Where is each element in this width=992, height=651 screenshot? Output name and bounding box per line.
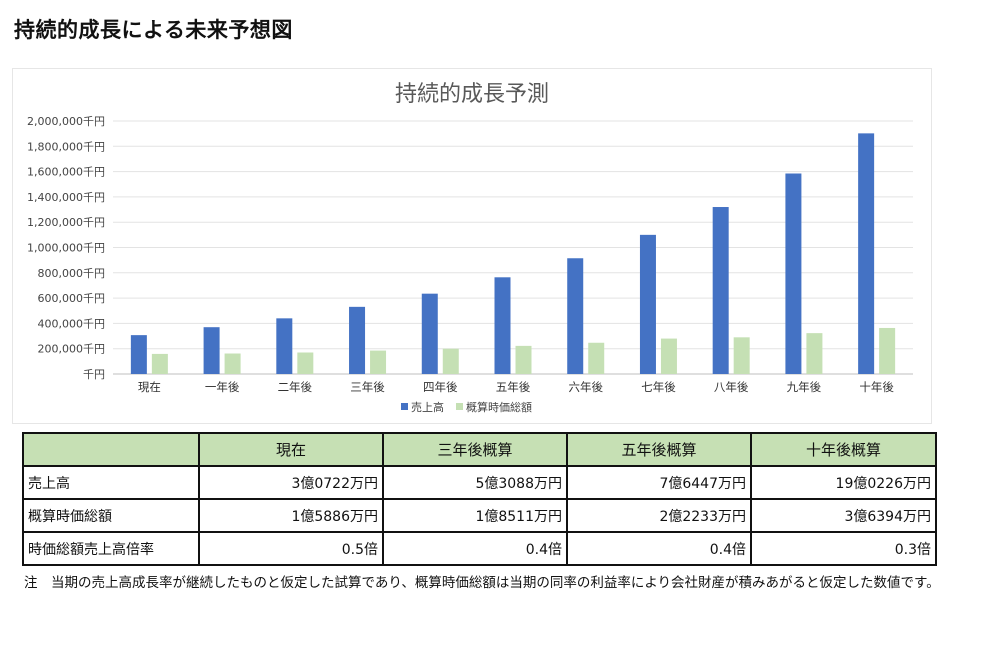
bar-market-cap	[806, 333, 823, 374]
table-cell: 5億3088万円	[382, 465, 568, 500]
table-header-current: 現在	[198, 432, 384, 467]
table-cell: 0.3倍	[750, 531, 937, 566]
legend-swatch	[401, 403, 408, 410]
y-tick-label: 800,000千円	[38, 267, 106, 280]
y-tick-label: 1,400,000千円	[27, 191, 105, 204]
table-header-year10: 十年後概算	[750, 432, 937, 467]
bar-market-cap	[151, 353, 168, 374]
y-tick-label: 1,200,000千円	[27, 216, 105, 229]
chart-title: 持続的成長予測	[395, 82, 549, 107]
bar-market-cap	[588, 342, 605, 374]
table-cell: 3億6394万円	[750, 498, 937, 533]
bar-sales	[567, 258, 584, 374]
bar-sales	[639, 234, 656, 374]
row-label: 売上高	[22, 465, 200, 500]
y-tick-label: 千円	[83, 368, 105, 381]
table-cell: 2億2233万円	[566, 498, 752, 533]
summary-table: 現在 三年後概算 五年後概算 十年後概算 売上高 3億0722万円 5億3088…	[22, 432, 937, 566]
y-tick-label: 1,600,000千円	[27, 166, 105, 179]
x-category-label: 三年後	[350, 380, 385, 394]
x-category-label: 五年後	[496, 380, 531, 394]
y-tick-label: 200,000千円	[38, 343, 106, 356]
bar-sales	[203, 327, 220, 374]
table-header-corner	[22, 432, 200, 467]
x-category-label: 四年後	[423, 380, 458, 394]
bar-market-cap	[879, 327, 896, 374]
bar-sales	[712, 207, 729, 374]
x-category-label: 八年後	[714, 380, 749, 394]
table-row: 売上高 3億0722万円 5億3088万円 7億6447万円 19億0226万円	[22, 465, 937, 500]
table-cell: 0.5倍	[198, 531, 384, 566]
growth-forecast-chart: 持続的成長予測 千円 200,000千円 400,000千円 600,000千円 800…	[27, 82, 913, 414]
row-label: 概算時価総額	[22, 498, 200, 533]
table-cell: 3億0722万円	[198, 465, 384, 500]
table-header-year3: 三年後概算	[382, 432, 568, 467]
x-category-label: 十年後	[859, 380, 894, 394]
bar-sales	[349, 306, 366, 374]
bar-market-cap	[515, 345, 532, 374]
table-cell: 1億5886万円	[198, 498, 384, 533]
footnote: 注 当期の売上高成長率が継続したものと仮定した試算であり、概算時価総額は当期の同…	[24, 575, 940, 591]
legend-swatch	[456, 403, 463, 410]
bar-sales	[130, 335, 147, 374]
bar-sales	[421, 293, 438, 374]
bar-market-cap	[370, 350, 387, 374]
y-tick-label: 1,000,000千円	[27, 242, 105, 255]
x-category-label: 六年後	[568, 380, 603, 394]
table-cell: 0.4倍	[566, 531, 752, 566]
table-header-year5: 五年後概算	[566, 432, 752, 467]
y-tick-label: 2,000,000千円	[27, 115, 105, 128]
row-label: 時価総額売上高倍率	[22, 531, 200, 566]
page-heading: 持続的成長による未来予想図	[14, 18, 293, 42]
x-category-label: 七年後	[641, 380, 676, 394]
x-category-label: 九年後	[787, 380, 822, 394]
table-cell: 1億8511万円	[382, 498, 568, 533]
table-row: 時価総額売上高倍率 0.5倍 0.4倍 0.4倍 0.3倍	[22, 531, 937, 566]
x-category-label: 現在	[138, 380, 161, 394]
y-tick-label: 600,000千円	[38, 292, 106, 305]
table-header-row: 現在 三年後概算 五年後概算 十年後概算	[22, 432, 937, 467]
bar-market-cap	[297, 352, 314, 374]
x-category-label: 二年後	[278, 380, 313, 394]
bar-market-cap	[733, 337, 750, 374]
y-tick-label: 400,000千円	[38, 317, 106, 330]
table-cell: 7億6447万円	[566, 465, 752, 500]
legend-label: 売上高	[411, 400, 444, 414]
table-cell: 0.4倍	[382, 531, 568, 566]
bar-sales	[494, 277, 511, 374]
legend-label: 概算時価総額	[466, 400, 532, 414]
bar-market-cap	[442, 348, 459, 374]
chart-frame: 持続的成長予測 千円 200,000千円 400,000千円 600,000千円 800…	[12, 68, 932, 424]
table-cell: 19億0226万円	[750, 465, 937, 500]
bar-market-cap	[660, 338, 677, 374]
bar-sales	[785, 173, 802, 374]
y-tick-label: 1,800,000千円	[27, 140, 105, 153]
x-category-label: 一年後	[205, 380, 240, 394]
table-row: 概算時価総額 1億5886万円 1億8511万円 2億2233万円 3億6394…	[22, 498, 937, 533]
bar-sales	[858, 133, 875, 374]
bar-sales	[276, 318, 293, 374]
bar-market-cap	[224, 353, 241, 374]
